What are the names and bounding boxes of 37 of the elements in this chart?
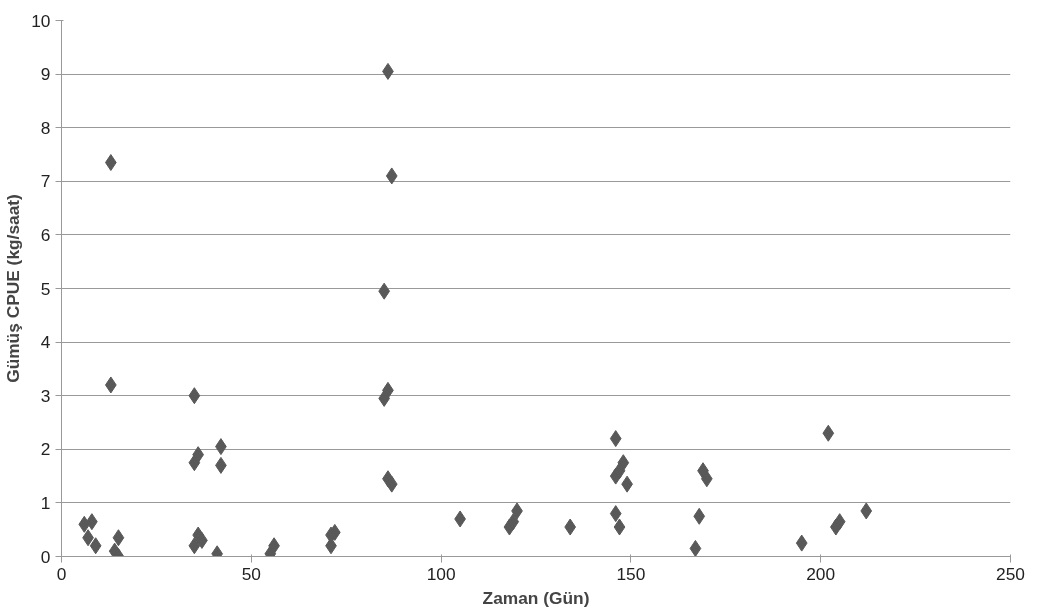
point [700, 470, 713, 488]
x-tick-label: 200 [806, 563, 836, 584]
point [507, 513, 520, 531]
point [112, 529, 125, 547]
y-tick-label: 2 [40, 439, 51, 460]
point [609, 430, 622, 448]
point [89, 537, 102, 555]
x-tick-label: 150 [616, 563, 646, 584]
point [613, 518, 626, 536]
y-tick-label: 10 [31, 10, 51, 31]
point [617, 454, 630, 472]
y-tick-label: 0 [40, 546, 51, 567]
y-tick-label: 9 [40, 64, 51, 85]
point [609, 505, 622, 523]
x-axis-title: Zaman (Gün) [482, 587, 590, 608]
point [795, 534, 808, 552]
point [822, 424, 835, 442]
y-tick-label: 6 [40, 224, 51, 245]
y-axis-title: Gümüş CPUE (kg/saat) [3, 194, 24, 383]
x-tick-label: 100 [426, 563, 456, 584]
y-tick-label: 3 [40, 385, 51, 406]
x-tick-label: 50 [241, 563, 261, 584]
y-tick-label: 8 [40, 117, 51, 138]
point [385, 167, 398, 185]
y-tick-label: 7 [40, 171, 51, 192]
point [860, 502, 873, 520]
point [693, 507, 706, 525]
y-tick-label: 4 [40, 332, 51, 353]
x-tick-label: 250 [996, 563, 1025, 584]
point [833, 513, 846, 531]
point [188, 537, 201, 555]
point [689, 539, 702, 557]
x-tick-label: 0 [56, 563, 67, 584]
point [385, 475, 398, 493]
point [188, 387, 201, 405]
y-tick-label: 1 [40, 492, 51, 513]
y-tick-label: 5 [40, 278, 51, 299]
